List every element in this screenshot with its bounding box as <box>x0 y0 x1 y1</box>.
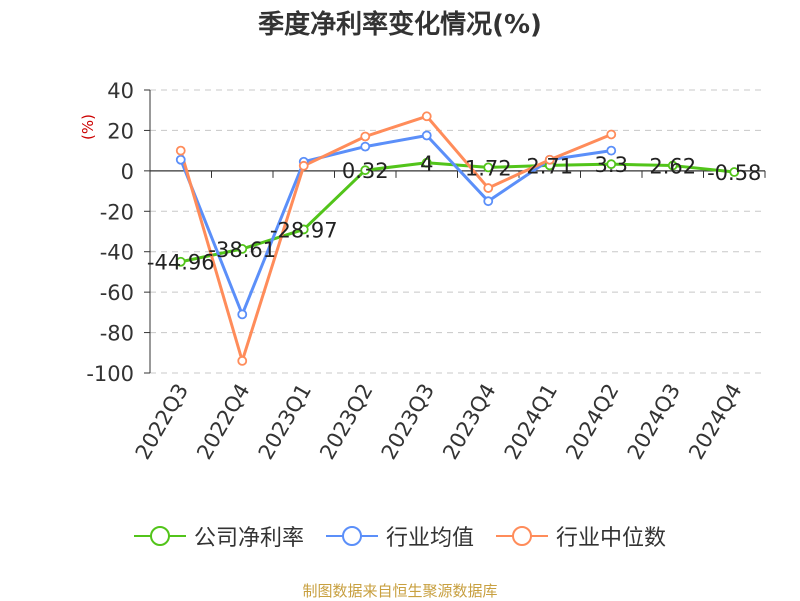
data-point <box>237 355 248 366</box>
data-point <box>360 141 371 152</box>
x-tick-label: 2024Q4 <box>684 380 746 464</box>
data-label: -28.97 <box>270 218 338 242</box>
x-tick-label: 2022Q3 <box>131 380 193 464</box>
y-axis-label: (%) <box>79 114 97 140</box>
data-point <box>667 160 678 171</box>
y-tick-label: 20 <box>107 119 134 143</box>
data-label: 2.62 <box>649 155 696 179</box>
x-tick-label: 2023Q2 <box>315 380 377 464</box>
legend-item[interactable]: 行业均值 <box>325 520 474 552</box>
x-tick-label: 2022Q4 <box>192 380 254 464</box>
data-point <box>360 131 371 142</box>
x-tick-label: 2024Q2 <box>561 380 623 464</box>
data-label: -44.96 <box>147 251 215 275</box>
legend: 公司净利率 行业均值 行业中位数 <box>0 520 800 552</box>
legend-label: 行业中位数 <box>556 526 667 551</box>
data-point <box>483 196 494 207</box>
y-tick-label: 0 <box>121 160 134 184</box>
source-note: 制图数据来自恒生聚源数据库 <box>302 582 498 600</box>
data-label: 1.72 <box>465 156 512 180</box>
series-line-2 <box>179 133 612 316</box>
legend-label: 公司净利率 <box>193 526 304 551</box>
y-tick-label: -40 <box>100 241 134 265</box>
x-tick-label: 2024Q3 <box>623 380 685 464</box>
y-tick-label: -20 <box>100 200 134 224</box>
data-point <box>421 157 432 168</box>
data-point <box>729 167 740 177</box>
legend-label: 行业均值 <box>385 526 474 551</box>
data-point <box>606 129 617 140</box>
x-tick-label: 2024Q1 <box>500 380 562 464</box>
data-label: -38.61 <box>208 238 276 262</box>
legend-item[interactable]: 行业中位数 <box>496 520 666 552</box>
data-label: -0.58 <box>707 161 761 185</box>
data-point <box>606 145 617 156</box>
y-tick-label: -80 <box>100 322 134 346</box>
chart-title: 季度净利率变化情况(%) <box>258 10 542 40</box>
x-tick-label: 2023Q1 <box>254 380 316 464</box>
data-point <box>175 145 186 156</box>
series-line-3 <box>179 114 612 363</box>
y-tick-label: -60 <box>100 281 134 305</box>
data-label: 3.3 <box>595 153 628 177</box>
data-point <box>606 159 617 170</box>
data-point <box>421 130 432 141</box>
data-label: 0.32 <box>342 159 389 183</box>
data-label: 2.71 <box>526 154 573 178</box>
data-point <box>298 160 309 171</box>
data-point <box>421 111 432 122</box>
data-point <box>360 165 371 176</box>
data-label: 4 <box>420 152 433 176</box>
legend-marker-icon <box>133 526 186 546</box>
x-tick-label: 2023Q3 <box>377 380 439 464</box>
legend-item[interactable]: 公司净利率 <box>133 520 304 552</box>
data-point <box>298 224 309 235</box>
data-point <box>483 183 494 193</box>
legend-marker-icon <box>496 526 548 546</box>
legend-marker-icon <box>325 526 378 546</box>
x-tick-label: 2023Q4 <box>438 380 500 464</box>
y-tick-label: 40 <box>107 79 134 103</box>
data-point <box>237 309 248 320</box>
y-tick-label: -100 <box>86 362 134 386</box>
data-point <box>237 244 248 254</box>
data-point <box>175 256 186 267</box>
data-point <box>544 154 555 165</box>
data-point <box>175 154 186 165</box>
data-point <box>483 162 494 173</box>
